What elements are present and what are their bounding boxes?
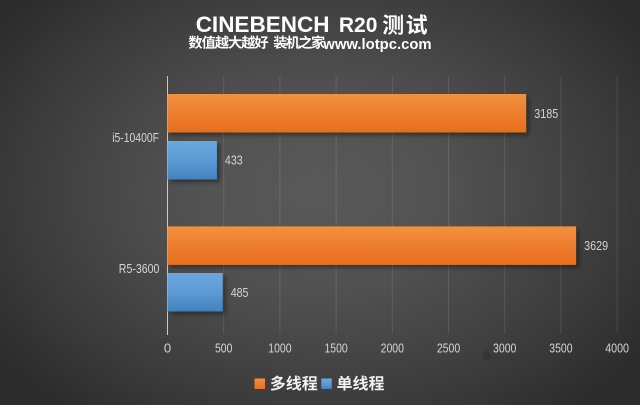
- svg-text:2000: 2000: [381, 341, 404, 356]
- svg-text:3000: 3000: [493, 341, 516, 356]
- svg-text:0: 0: [164, 341, 171, 356]
- svg-text:1500: 1500: [324, 341, 347, 356]
- svg-text:485: 485: [231, 285, 249, 300]
- svg-text:3500: 3500: [549, 341, 572, 356]
- svg-text:R5-3600: R5-3600: [119, 261, 160, 276]
- svg-text:R20: R20: [339, 13, 378, 37]
- svg-text:500: 500: [215, 341, 233, 356]
- svg-text:433: 433: [225, 153, 243, 168]
- svg-text:www.lotpc.com: www.lotpc.com: [322, 36, 431, 53]
- svg-text:3629: 3629: [584, 238, 608, 253]
- svg-text:1000: 1000: [268, 341, 291, 356]
- svg-text:4000: 4000: [605, 341, 629, 356]
- svg-text:CINEBENCH: CINEBENCH: [196, 12, 330, 37]
- svg-text:2500: 2500: [437, 341, 460, 356]
- svg-text:i5-10400F: i5-10400F: [112, 130, 159, 145]
- svg-text:3185: 3185: [534, 106, 558, 121]
